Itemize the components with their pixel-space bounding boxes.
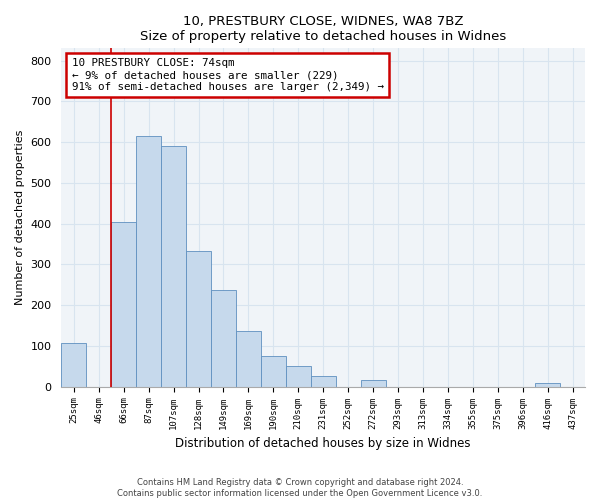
- Bar: [535, 384, 560, 386]
- Bar: [261, 356, 286, 386]
- Bar: [136, 136, 161, 386]
- Title: 10, PRESTBURY CLOSE, WIDNES, WA8 7BZ
Size of property relative to detached house: 10, PRESTBURY CLOSE, WIDNES, WA8 7BZ Siz…: [140, 15, 506, 43]
- Y-axis label: Number of detached properties: Number of detached properties: [15, 130, 25, 305]
- Bar: [311, 376, 335, 386]
- Bar: [111, 222, 136, 386]
- Bar: [211, 290, 236, 386]
- Bar: [61, 343, 86, 386]
- Bar: [286, 366, 311, 386]
- Bar: [161, 146, 186, 386]
- X-axis label: Distribution of detached houses by size in Widnes: Distribution of detached houses by size …: [175, 437, 471, 450]
- Bar: [361, 380, 386, 386]
- Text: 10 PRESTBURY CLOSE: 74sqm
← 9% of detached houses are smaller (229)
91% of semi-: 10 PRESTBURY CLOSE: 74sqm ← 9% of detach…: [72, 58, 384, 92]
- Bar: [236, 332, 261, 386]
- Bar: [186, 252, 211, 386]
- Text: Contains HM Land Registry data © Crown copyright and database right 2024.
Contai: Contains HM Land Registry data © Crown c…: [118, 478, 482, 498]
